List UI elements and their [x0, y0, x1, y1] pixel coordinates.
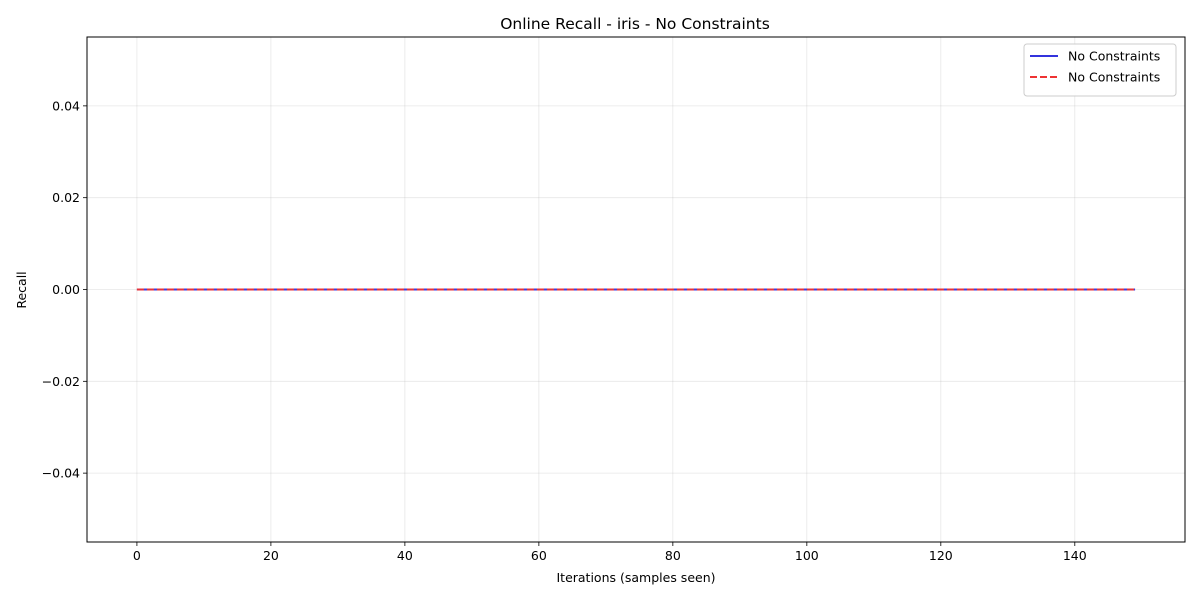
x-tick-label: 100 — [795, 548, 819, 563]
axis-ticks: 0 20 40 60 80 100 120 140 −0.04 −0.02 0.00 0.02 0.04 — [42, 98, 1087, 563]
legend-label: No Constraints — [1068, 70, 1160, 85]
legend: No Constraints No Constraints — [1023, 43, 1177, 97]
x-tick-label: 120 — [929, 548, 953, 563]
x-tick-label: 60 — [531, 548, 547, 563]
x-tick-label: 40 — [397, 548, 413, 563]
y-tick-label: −0.04 — [42, 466, 80, 481]
y-axis-label: Recall — [14, 271, 29, 308]
y-tick-label: 0.02 — [52, 190, 80, 205]
chart-title: Online Recall - iris - No Constraints — [500, 15, 770, 33]
x-tick-label: 80 — [665, 548, 681, 563]
legend-label: No Constraints — [1068, 49, 1160, 64]
x-tick-label: 140 — [1063, 548, 1087, 563]
x-tick-label: 20 — [263, 548, 279, 563]
x-axis-label: Iterations (samples seen) — [556, 570, 715, 585]
x-tick-label: 0 — [133, 548, 141, 563]
y-tick-label: 0.00 — [52, 282, 80, 297]
legend-box — [1023, 43, 1177, 97]
y-tick-label: −0.02 — [42, 374, 80, 389]
y-tick-label: 0.04 — [52, 98, 80, 113]
